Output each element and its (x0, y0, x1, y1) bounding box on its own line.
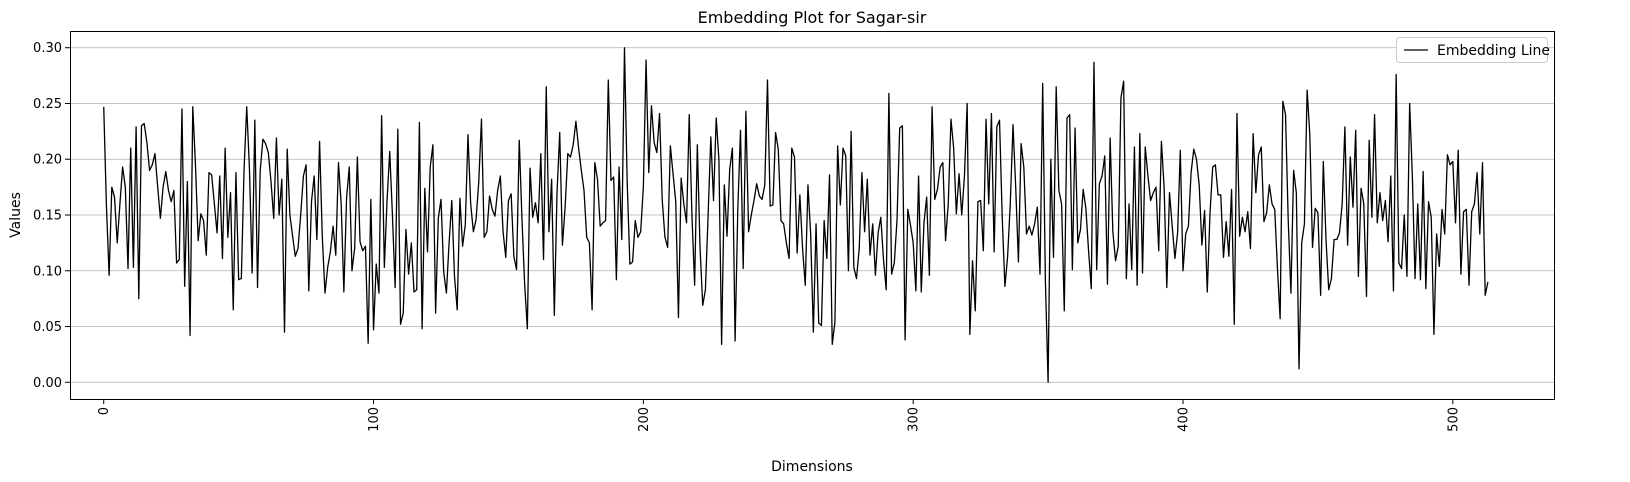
x-tick-label: 400 (1177, 407, 1192, 432)
x-tick-label: 0 (97, 407, 112, 415)
legend-box (1396, 37, 1548, 63)
x-tick-label: 500 (1446, 407, 1461, 432)
x-tick-label: 200 (637, 407, 652, 432)
x-tick-label: 100 (367, 407, 382, 432)
chart-title: Embedding Plot for Sagar-sir (698, 8, 927, 27)
y-tick-label: 0.30 (33, 41, 62, 56)
legend-label: Embedding Line (1437, 43, 1550, 59)
y-axis-label: Values (8, 192, 24, 238)
legend: Embedding Line (1396, 37, 1550, 63)
x-axis-ticks: 0 100 200 300 400 500 (97, 399, 1461, 432)
y-gridlines (70, 47, 1554, 383)
plot-frame (70, 31, 1555, 400)
y-tick-label: 0.10 (33, 264, 62, 279)
embedding-series-line (103, 47, 1489, 383)
x-tick-label: 300 (907, 407, 922, 432)
y-tick-label: 0.05 (33, 320, 62, 335)
y-axis-ticks: 0.00 0.05 0.10 0.15 0.20 0.25 0.30 (33, 41, 70, 391)
y-tick-label: 0.00 (33, 376, 62, 391)
y-tick-label: 0.25 (33, 97, 62, 112)
y-tick-label: 0.20 (33, 153, 62, 168)
x-axis-label: Dimensions (771, 459, 853, 475)
y-tick-label: 0.15 (33, 209, 62, 224)
